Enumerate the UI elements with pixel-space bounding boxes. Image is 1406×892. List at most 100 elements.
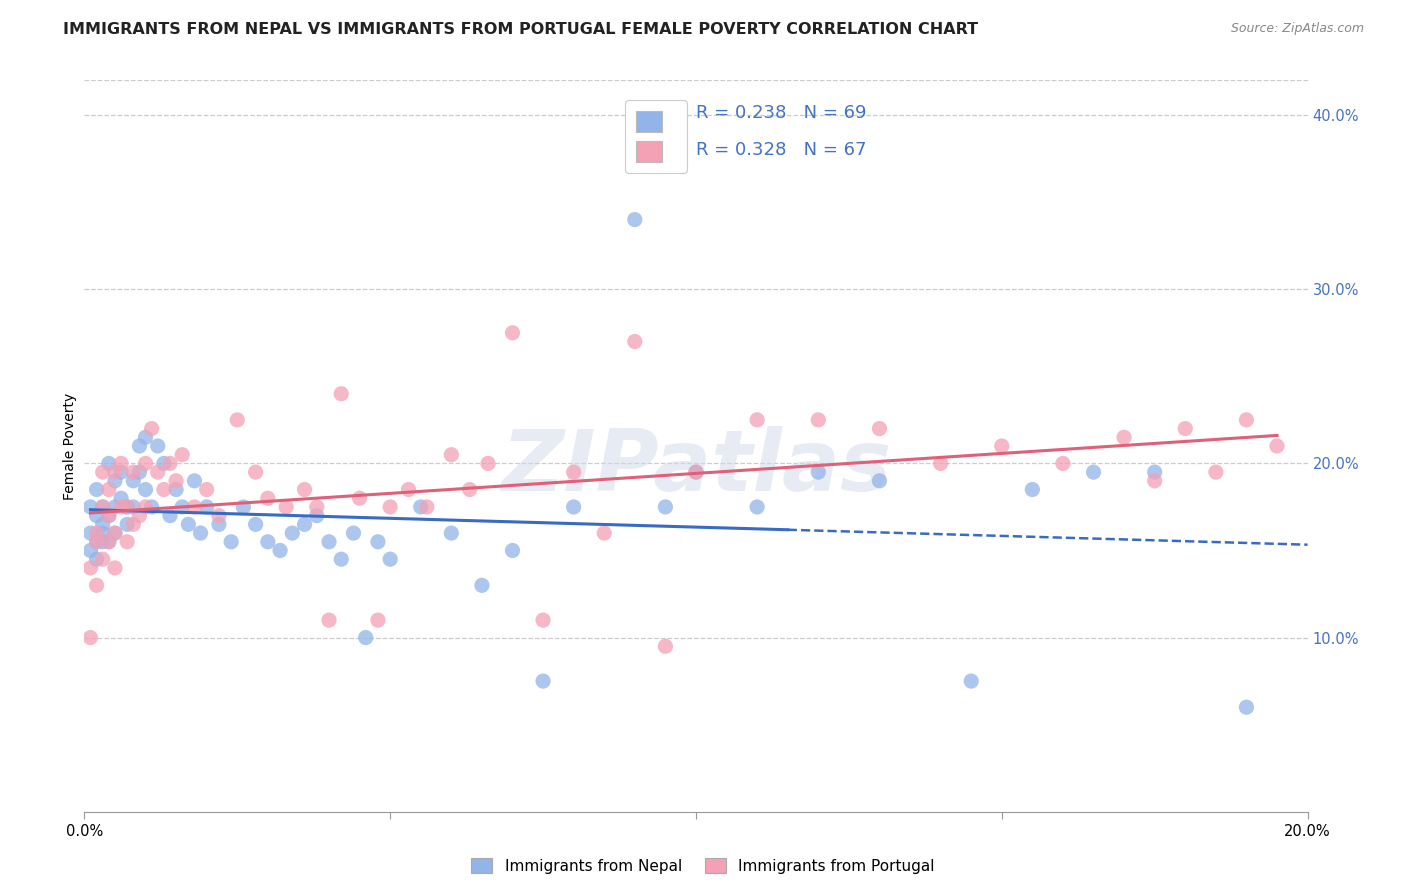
Point <box>257 534 280 549</box>
Point <box>153 457 176 471</box>
Point <box>471 578 494 592</box>
Point <box>104 526 127 541</box>
Point <box>1265 439 1288 453</box>
Text: R = 0.238   N = 69: R = 0.238 N = 69 <box>696 104 866 122</box>
Point <box>232 500 254 514</box>
Point <box>86 483 108 497</box>
Point <box>159 457 181 471</box>
Point <box>97 483 120 497</box>
Point <box>104 561 127 575</box>
Point <box>153 483 176 497</box>
Point <box>1236 413 1258 427</box>
Point <box>562 500 585 514</box>
Point <box>135 457 157 471</box>
Point <box>115 517 138 532</box>
Point <box>110 491 132 506</box>
Point <box>380 500 402 514</box>
Y-axis label: Female Poverty: Female Poverty <box>63 392 77 500</box>
Point <box>110 500 132 514</box>
Point <box>86 534 108 549</box>
Point <box>208 517 231 532</box>
Point <box>104 526 127 541</box>
Point <box>122 465 145 479</box>
Point <box>349 491 371 506</box>
Point <box>562 465 585 479</box>
Point <box>318 613 340 627</box>
Point <box>122 500 145 514</box>
Point <box>86 552 108 566</box>
Point <box>245 465 267 479</box>
Point <box>624 334 647 349</box>
Point <box>165 474 187 488</box>
Point <box>183 474 205 488</box>
Text: IMMIGRANTS FROM NEPAL VS IMMIGRANTS FROM PORTUGAL FEMALE POVERTY CORRELATION CHA: IMMIGRANTS FROM NEPAL VS IMMIGRANTS FROM… <box>63 22 979 37</box>
Point <box>458 483 481 497</box>
Point <box>342 526 364 541</box>
Text: R = 0.328   N = 67: R = 0.328 N = 67 <box>696 141 866 159</box>
Point <box>654 500 676 514</box>
Point <box>281 526 304 541</box>
Point <box>79 543 101 558</box>
Point <box>807 465 830 479</box>
Point <box>1143 474 1166 488</box>
Point <box>1083 465 1105 479</box>
Point <box>219 534 242 549</box>
Point <box>79 526 101 541</box>
Point <box>86 508 108 523</box>
Text: ZIPatlas: ZIPatlas <box>501 426 891 509</box>
Point <box>86 578 108 592</box>
Point <box>330 386 353 401</box>
Point <box>146 439 169 453</box>
Point <box>172 448 194 462</box>
Point <box>97 457 120 471</box>
Point <box>477 457 499 471</box>
Point <box>79 631 101 645</box>
Point <box>380 552 402 566</box>
Point <box>593 526 616 541</box>
Legend: Immigrants from Nepal, Immigrants from Portugal: Immigrants from Nepal, Immigrants from P… <box>465 852 941 880</box>
Point <box>104 465 127 479</box>
Point <box>960 674 983 689</box>
Point <box>531 613 554 627</box>
Point <box>654 640 676 654</box>
Point <box>318 534 340 549</box>
Point <box>807 413 830 427</box>
Point <box>91 526 114 541</box>
Point <box>294 517 316 532</box>
Point <box>115 500 138 514</box>
Point <box>97 534 120 549</box>
Point <box>110 457 132 471</box>
Point <box>354 631 377 645</box>
Point <box>115 534 138 549</box>
Point <box>172 500 194 514</box>
Point <box>367 534 389 549</box>
Point <box>409 500 432 514</box>
Text: Source: ZipAtlas.com: Source: ZipAtlas.com <box>1230 22 1364 36</box>
Point <box>91 500 114 514</box>
Point <box>159 508 181 523</box>
Point <box>1143 465 1166 479</box>
Point <box>305 500 328 514</box>
Point <box>195 483 218 497</box>
Point <box>91 517 114 532</box>
Point <box>135 483 157 497</box>
Point <box>128 508 150 523</box>
Point <box>91 534 114 549</box>
Point <box>330 552 353 566</box>
Point <box>141 421 163 435</box>
Point <box>269 543 291 558</box>
Point <box>869 474 891 488</box>
Point <box>747 500 769 514</box>
Point <box>502 326 524 340</box>
Point <box>747 413 769 427</box>
Legend: , : , <box>626 100 688 173</box>
Point <box>115 500 138 514</box>
Point <box>305 508 328 523</box>
Point <box>367 613 389 627</box>
Point <box>685 465 707 479</box>
Point <box>97 534 120 549</box>
Point <box>91 500 114 514</box>
Point <box>1205 465 1227 479</box>
Point <box>1052 457 1074 471</box>
Point <box>440 526 463 541</box>
